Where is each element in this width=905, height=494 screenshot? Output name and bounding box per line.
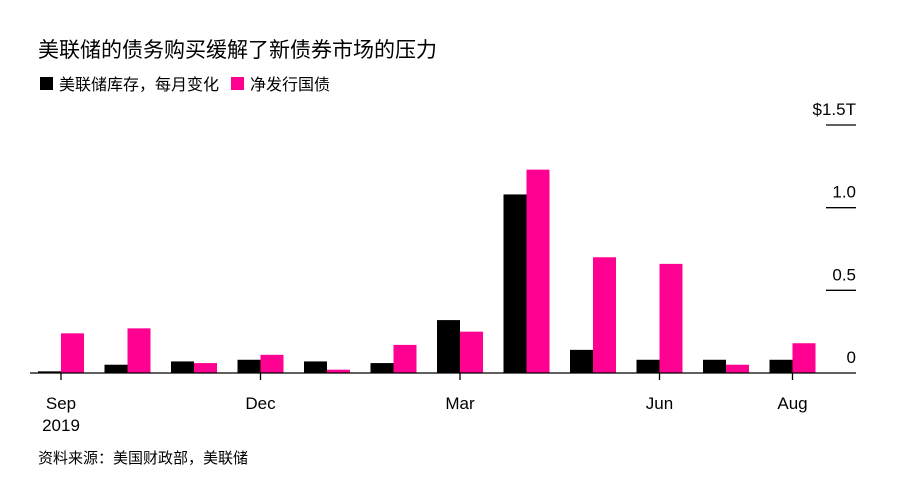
bar: [726, 364, 749, 373]
bar: [703, 359, 726, 373]
bar: [237, 359, 261, 373]
chart-title: 美联储的债务购买缓解了新债券市场的压力: [38, 38, 437, 62]
bar: [194, 363, 217, 373]
x-tick-label: Jun: [646, 394, 673, 413]
legend-swatch-fed-holdings: [40, 76, 53, 90]
y-tick-label: $1.5T: [813, 100, 856, 119]
bar: [104, 364, 128, 373]
bar: [769, 359, 793, 373]
bar: [171, 361, 194, 373]
bar: [636, 359, 660, 373]
bar: [327, 369, 350, 373]
x-tick-label: Sep: [46, 394, 76, 413]
y-tick-label: 0.5: [832, 265, 856, 284]
bar: [370, 363, 394, 373]
bar: [460, 331, 483, 373]
legend-swatch-net-issuance: [231, 76, 245, 90]
bar: [570, 349, 593, 373]
y-tick-label: 0: [847, 348, 856, 367]
bar: [61, 333, 84, 373]
bar: [526, 169, 550, 373]
bar: [393, 344, 417, 373]
bar: [437, 320, 460, 373]
legend-item-fed-holdings: 美联储库存，每月变化: [40, 71, 219, 95]
bar: [659, 263, 683, 373]
legend-item-net-issuance: 净发行国债: [231, 71, 330, 95]
bar: [127, 328, 151, 373]
source-note: 资料来源：美国财政部，美联储: [38, 449, 249, 467]
bar: [503, 194, 527, 373]
x-tick-label: Mar: [445, 394, 475, 413]
x-tick-label: Dec: [245, 394, 276, 413]
y-tick-label: 1.0: [832, 183, 856, 202]
bar: [593, 257, 616, 373]
bar: [792, 343, 816, 373]
legend: 美联储库存，每月变化 净发行国债: [40, 71, 342, 95]
legend-label-fed-holdings: 美联储库存，每月变化: [59, 75, 220, 94]
bar: [260, 354, 284, 373]
bar: [38, 371, 61, 373]
x-tick-sublabel: 2019: [42, 416, 80, 435]
legend-label-net-issuance: 净发行国债: [250, 75, 331, 94]
bar: [304, 361, 327, 373]
x-tick-label: Aug: [777, 394, 807, 413]
